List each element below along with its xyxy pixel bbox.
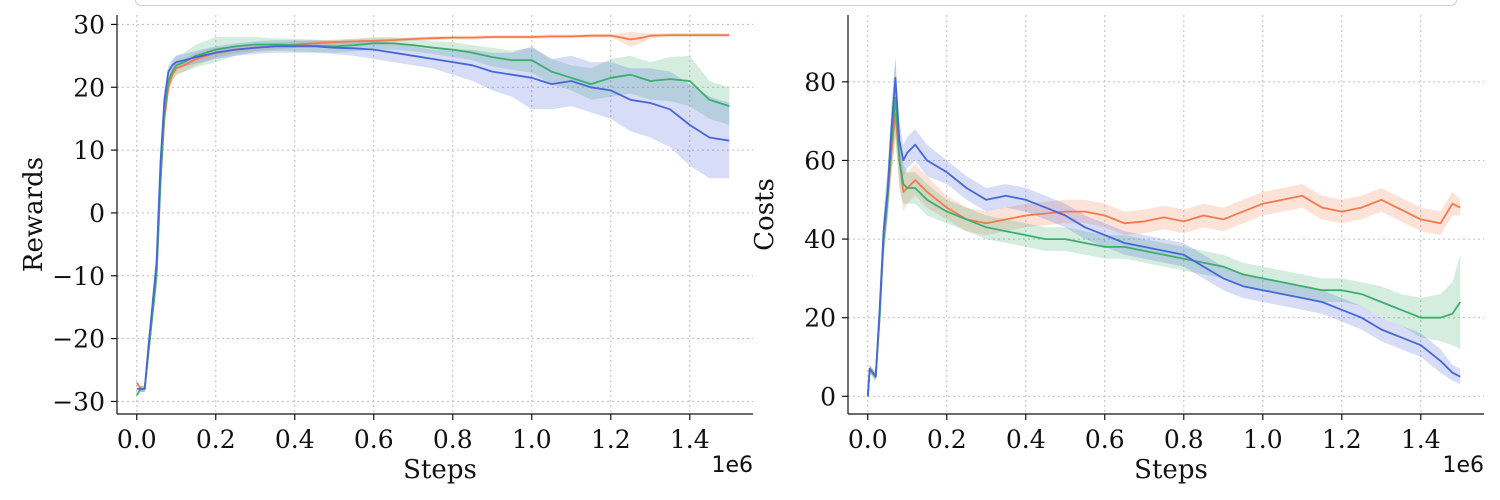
- x-tick-label: 0.4: [1006, 425, 1046, 454]
- y-tick-label: −30: [52, 387, 105, 416]
- x-tick-label: 1.2: [591, 425, 631, 454]
- x-tick-label: 1.0: [1243, 425, 1283, 454]
- x-axis-label: Steps: [403, 455, 477, 485]
- series-line-green: [136, 42, 730, 396]
- x-tick-label: 1.2: [1322, 425, 1362, 454]
- y-tick-label: −20: [52, 325, 105, 354]
- series-band-blue: [136, 40, 730, 392]
- x-tick-label: 1.4: [670, 425, 710, 454]
- x-tick-label: 1.0: [512, 425, 552, 454]
- x-tick-label: 0.8: [433, 425, 473, 454]
- y-tick-label: 0: [89, 199, 105, 228]
- y-axis-label: Costs: [750, 178, 780, 251]
- y-tick-label: 60: [804, 146, 836, 175]
- series-line-orange: [866, 112, 1461, 397]
- x-tick-label: 0.0: [848, 425, 888, 454]
- y-axis-label: Rewards: [19, 157, 49, 272]
- series-line-blue: [866, 77, 1461, 397]
- x-tick-label: 0.2: [927, 425, 967, 454]
- x-axis-label: Steps: [1134, 455, 1208, 485]
- x-tick-label: 0.6: [354, 425, 394, 454]
- x-offset-label: 1e6: [711, 453, 753, 478]
- y-tick-label: 80: [804, 68, 836, 97]
- series-band-blue: [867, 58, 1461, 397]
- x-tick-label: 0.4: [275, 425, 315, 454]
- y-tick-label: 20: [804, 304, 836, 333]
- x-tick-label: 0.8: [1164, 425, 1204, 454]
- y-tick-label: 20: [73, 73, 105, 102]
- chart-panel-2: 0.0 0.2 0.4 0.6 0.8 1.0 1.2 1.4 80 60 40 20 0 Steps Co…: [750, 15, 1484, 485]
- series-line-blue: [136, 45, 730, 390]
- y-tick-label: 0: [820, 382, 836, 411]
- x-tick-label: 0.6: [1085, 425, 1125, 454]
- grid: [117, 15, 753, 414]
- grid: [848, 15, 1484, 414]
- y-tick-label: −10: [52, 262, 105, 291]
- plot-area: [136, 32, 730, 396]
- x-offset-label: 1e6: [1442, 453, 1484, 478]
- y-tick-label: 40: [804, 225, 836, 254]
- y-tick-label: 10: [73, 136, 105, 165]
- x-tick-label: 0.0: [117, 425, 157, 454]
- chart-panel-1: 0.0 0.2 0.4 0.6 0.8 1.0 1.2 1.4 30 20 10 0 −10 −20 −30…: [19, 10, 753, 485]
- series-band-green: [136, 37, 730, 396]
- y-tick-label: 30: [73, 10, 105, 39]
- series-line-green: [866, 96, 1462, 397]
- x-tick-label: 1.4: [1401, 425, 1441, 454]
- plot-area: [866, 58, 1462, 397]
- x-tick-label: 0.2: [196, 425, 236, 454]
